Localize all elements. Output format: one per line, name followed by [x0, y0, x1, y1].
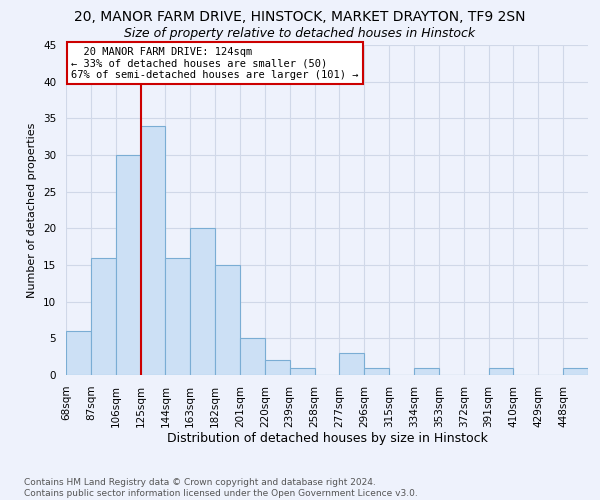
Bar — [190, 228, 215, 375]
Bar — [240, 338, 265, 375]
Bar — [166, 258, 190, 375]
Bar — [91, 258, 116, 375]
Bar — [414, 368, 439, 375]
Bar — [66, 331, 91, 375]
Text: 20 MANOR FARM DRIVE: 124sqm
← 33% of detached houses are smaller (50)
67% of sem: 20 MANOR FARM DRIVE: 124sqm ← 33% of det… — [71, 46, 359, 80]
Bar — [215, 265, 240, 375]
Bar — [140, 126, 166, 375]
Text: 20, MANOR FARM DRIVE, HINSTOCK, MARKET DRAYTON, TF9 2SN: 20, MANOR FARM DRIVE, HINSTOCK, MARKET D… — [74, 10, 526, 24]
Bar — [488, 368, 514, 375]
Y-axis label: Number of detached properties: Number of detached properties — [28, 122, 37, 298]
Bar — [290, 368, 314, 375]
Text: Contains HM Land Registry data © Crown copyright and database right 2024.
Contai: Contains HM Land Registry data © Crown c… — [24, 478, 418, 498]
Bar — [265, 360, 290, 375]
Bar — [340, 353, 364, 375]
Bar — [116, 155, 140, 375]
Bar — [364, 368, 389, 375]
Bar — [563, 368, 588, 375]
X-axis label: Distribution of detached houses by size in Hinstock: Distribution of detached houses by size … — [167, 432, 487, 446]
Text: Size of property relative to detached houses in Hinstock: Size of property relative to detached ho… — [124, 28, 476, 40]
